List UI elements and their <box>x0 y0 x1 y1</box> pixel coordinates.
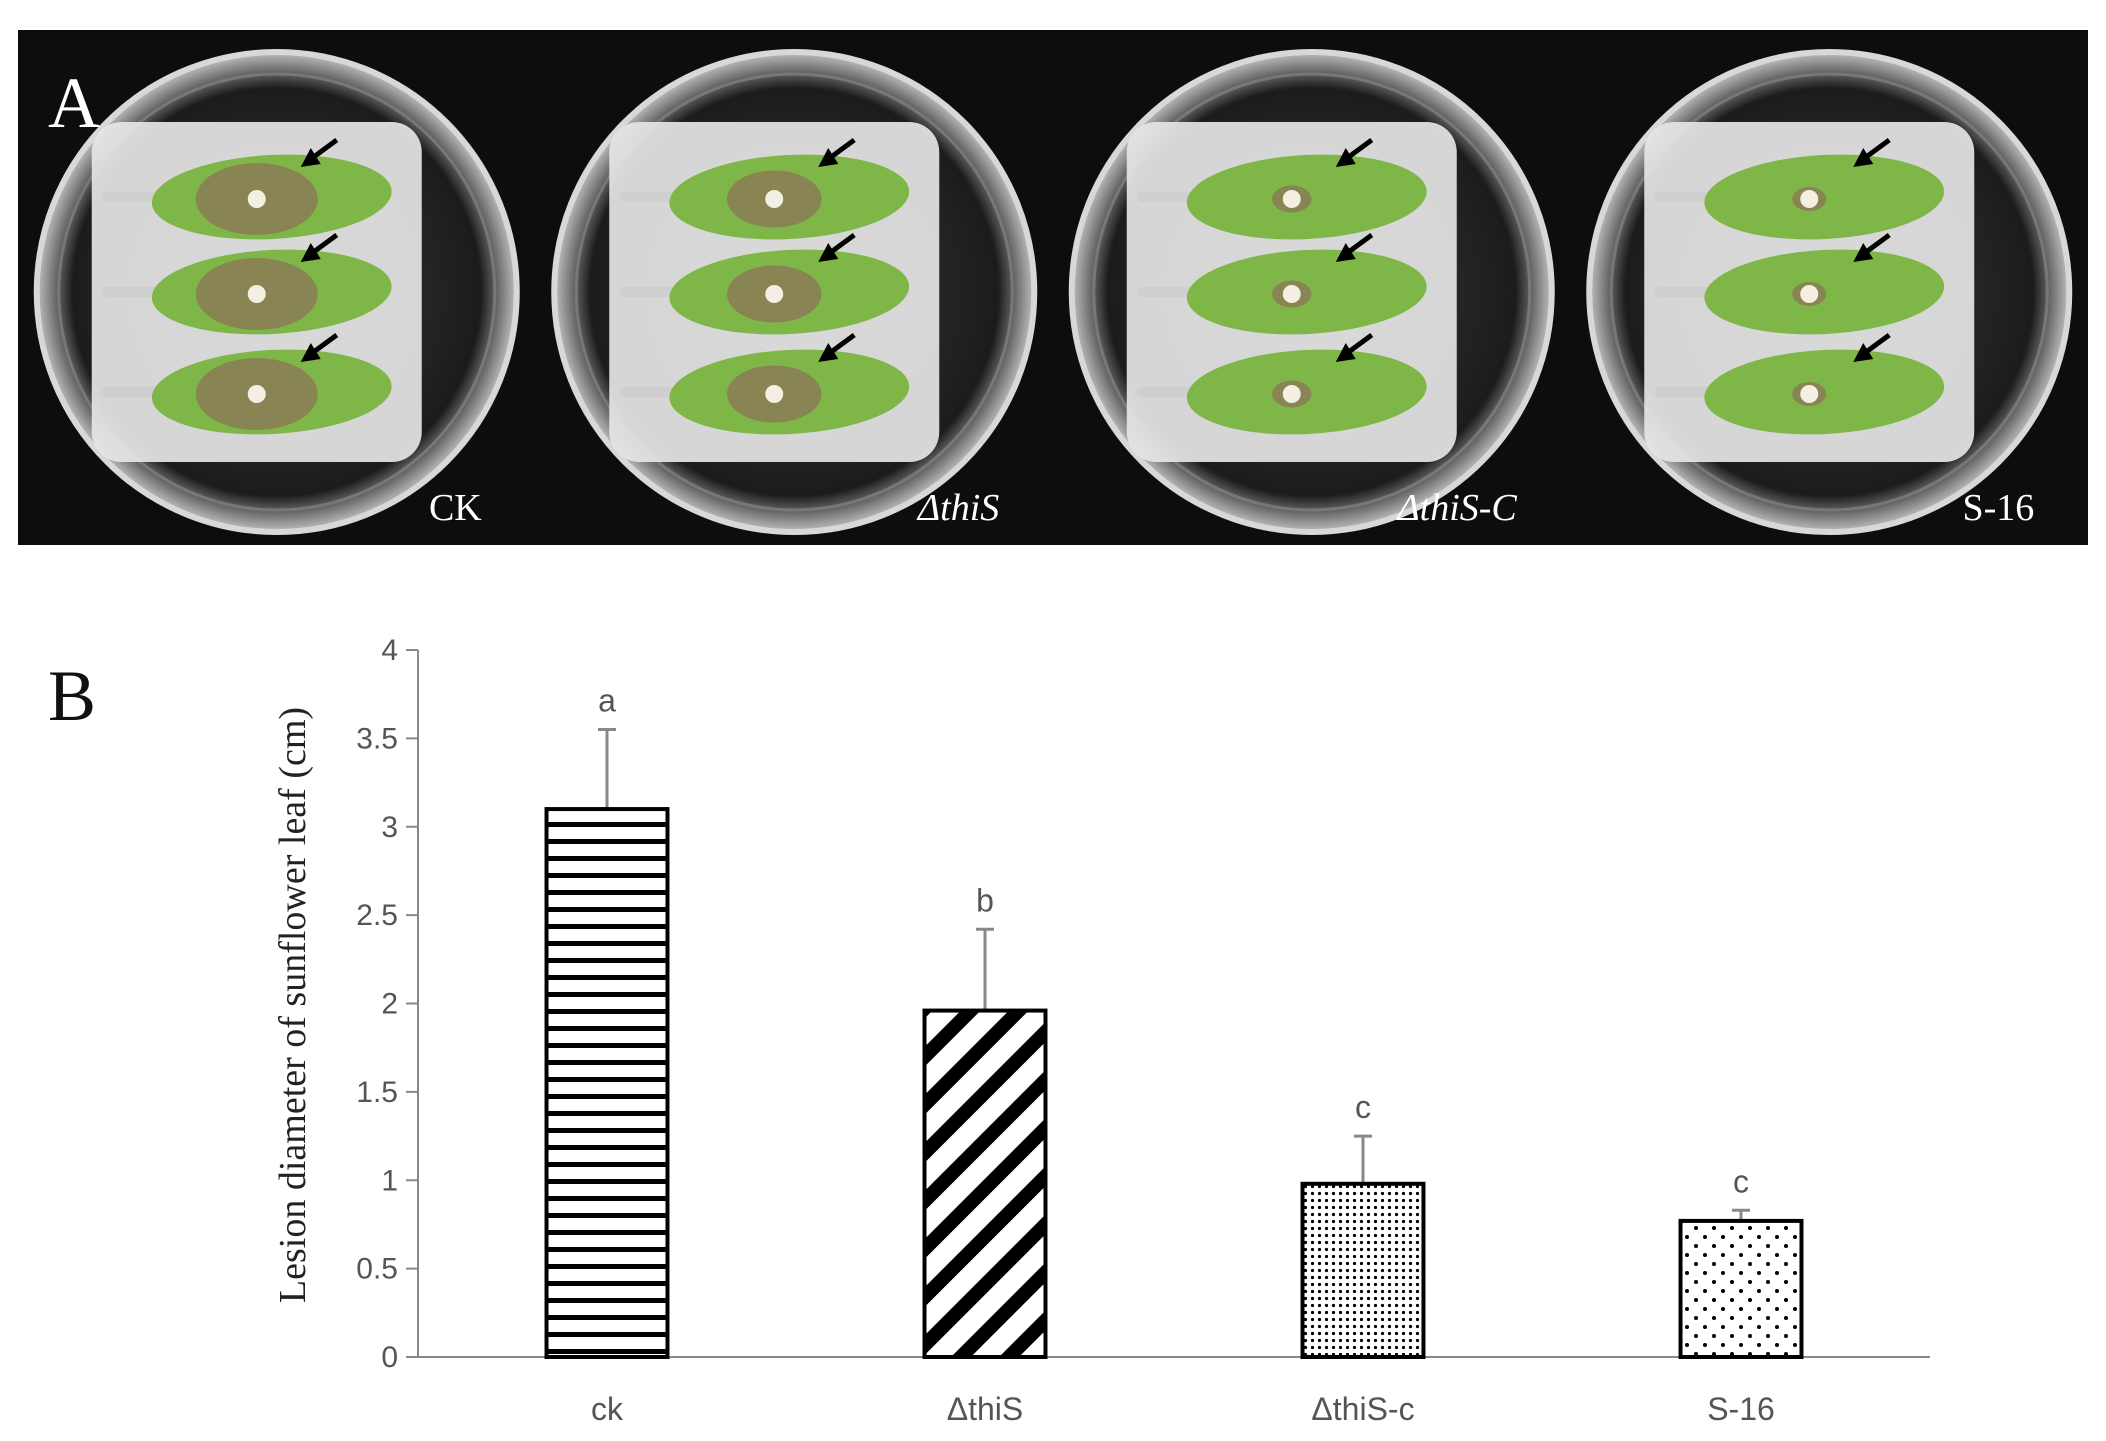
bar-group: c <box>1300 1089 1426 1360</box>
bar-group: b <box>922 882 1048 1359</box>
y-tick-label: 0.5 <box>356 1253 398 1286</box>
plate-label: CK <box>429 487 482 529</box>
y-tick-label: 2.5 <box>356 899 398 932</box>
y-tick-label: 2 <box>381 988 398 1021</box>
category-label: ck <box>591 1391 624 1427</box>
bar <box>1300 1181 1426 1360</box>
panel-b-letter: B <box>48 656 97 736</box>
petri-dish: ΔthiS <box>551 49 1038 535</box>
bar <box>1678 1218 1804 1359</box>
leaf <box>1136 349 1427 435</box>
bar <box>544 807 670 1359</box>
leaf <box>1136 154 1427 240</box>
arrow-icon <box>818 232 856 262</box>
y-tick-label: 1.5 <box>356 1076 398 1109</box>
bar-group: a <box>544 683 670 1359</box>
plate-label: ΔthiS <box>916 487 999 529</box>
petri-dish-photo-strip: CK ΔthiS ΔthiS-C S-16 <box>18 30 2088 545</box>
arrow-icon <box>300 137 339 167</box>
arrow-icon <box>300 332 339 362</box>
leaf <box>101 154 392 240</box>
arrow-icon <box>1853 332 1891 362</box>
y-tick-label: 3 <box>381 811 398 844</box>
arrow-icon <box>818 332 856 362</box>
category-label: ΔthiS-c <box>1311 1391 1414 1427</box>
leaf <box>1654 249 1945 335</box>
arrow-icon <box>1335 332 1374 362</box>
leaf <box>101 349 392 435</box>
y-tick-label: 4 <box>381 634 398 667</box>
leaf <box>1654 154 1945 240</box>
arrow-icon <box>1853 232 1891 262</box>
y-tick-label: 3.5 <box>356 722 398 755</box>
category-label: ΔthiS <box>947 1391 1024 1427</box>
bar-group: c <box>1678 1163 1804 1359</box>
significance-label: b <box>976 882 994 918</box>
significance-label: c <box>1355 1089 1371 1125</box>
arrow-icon <box>300 232 339 262</box>
leaf <box>619 249 910 335</box>
plate-label: ΔthiS-C <box>1395 487 1517 529</box>
panel-a-letter: A <box>48 63 100 143</box>
arrow-icon <box>1853 137 1891 167</box>
leaf <box>619 349 910 435</box>
y-tick-label: 1 <box>381 1164 398 1197</box>
petri-dish: S-16 <box>1586 49 2073 535</box>
significance-label: c <box>1733 1163 1749 1199</box>
leaf <box>619 154 910 240</box>
category-label: S-16 <box>1707 1391 1775 1427</box>
arrow-icon <box>818 137 856 167</box>
leaf <box>101 249 392 335</box>
arrow-icon <box>1335 232 1374 262</box>
bar <box>922 1008 1048 1359</box>
plate-label: S-16 <box>1962 487 2034 529</box>
petri-dish: CK <box>33 49 520 535</box>
significance-label: a <box>598 683 616 719</box>
leaf <box>1136 249 1427 335</box>
leaf <box>1654 349 1945 435</box>
y-axis-title: Lesion diameter of sunflower leaf (cm) <box>272 707 314 1303</box>
y-tick-label: 0 <box>381 1341 398 1374</box>
petri-dish: ΔthiS-C <box>1068 49 1555 535</box>
arrow-icon <box>1335 137 1374 167</box>
